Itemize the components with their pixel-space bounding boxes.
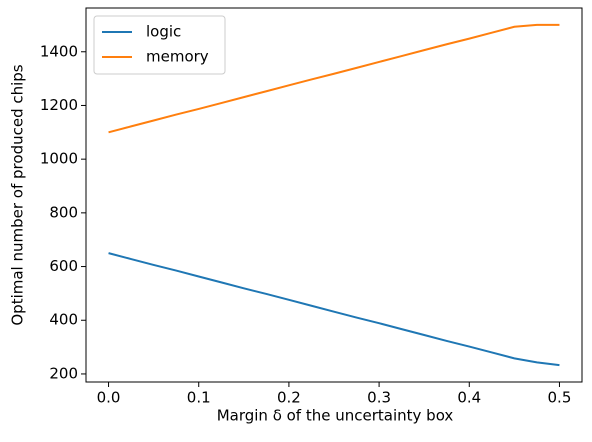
x-tick-label: 0.5	[548, 389, 572, 407]
legend-box	[93, 15, 226, 75]
y-tick-label: 400	[49, 311, 78, 329]
y-tick-label: 800	[49, 203, 78, 221]
legend-label: logic	[146, 23, 181, 41]
x-tick-label: 0.1	[187, 389, 211, 407]
legend-label: memory	[146, 48, 209, 66]
y-tick-label: 600	[49, 257, 78, 275]
y-axis-label: Optimal number of produced chips	[9, 64, 27, 325]
x-axis-label: Margin δ of the uncertainty box	[217, 407, 454, 425]
y-tick-label: 1200	[40, 96, 78, 114]
x-tick-label: 0.3	[367, 389, 391, 407]
axes-frame	[85, 7, 583, 383]
line-series	[108, 23, 560, 134]
y-tick-label: 1000	[40, 150, 78, 168]
x-tick-label: 0.4	[457, 389, 481, 407]
x-tick-label: 0.0	[97, 389, 121, 407]
x-tick-label: 0.2	[277, 389, 301, 407]
y-tick-label: 200	[49, 364, 78, 382]
y-tick-label: 1400	[40, 42, 78, 60]
line-series	[108, 252, 560, 367]
